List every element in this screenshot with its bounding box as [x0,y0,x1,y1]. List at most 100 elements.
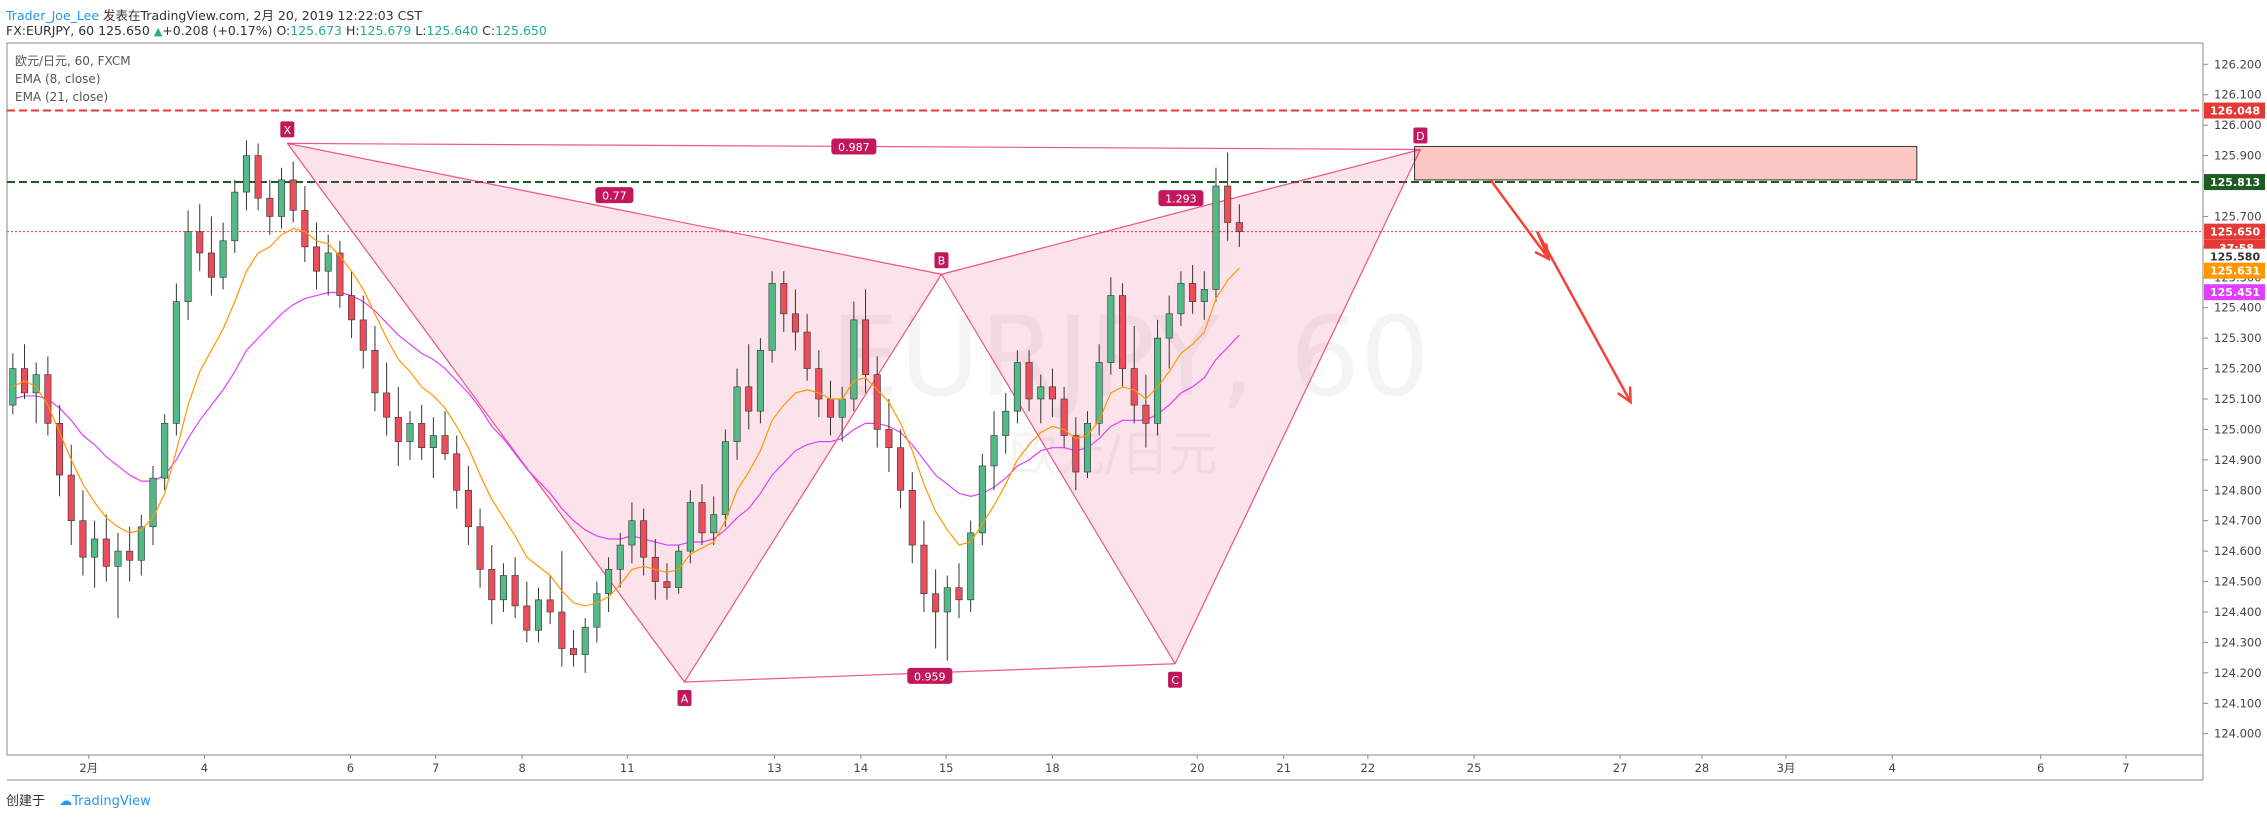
legend-ema21: EMA (21, close) [15,90,108,104]
up-triangle-icon: ▲ [153,25,163,38]
candle-body [990,435,998,467]
candle [324,234,332,296]
ema21-polyline [12,291,1240,546]
footer: 创建于 ☁TradingView [6,790,151,809]
candle [1002,392,1010,454]
price-tag [2204,248,2265,265]
candle-body [464,489,472,528]
candle [32,362,40,424]
price-tag [2204,223,2265,240]
candle-body [32,374,40,394]
arrow-head-2 [1617,386,1632,405]
candle-body [9,368,17,406]
candle-body [313,246,321,272]
candle [1154,319,1162,436]
candle [383,362,391,436]
candle [616,532,624,588]
pattern-ratio-label: 0.987 [838,141,870,154]
candle-body [756,350,764,412]
candle [137,514,145,576]
y-tick-label: 125.700 [2214,209,2262,223]
candle-body [277,179,286,217]
price-tag-label: 125.451 [2210,286,2260,299]
created-label: 创建于 [6,794,46,809]
y-tick-label: 125.200 [2214,362,2262,376]
pattern-point-marker [280,121,295,138]
candle-body [79,520,87,558]
candle [196,204,204,272]
candle-body [1200,289,1208,302]
candle [558,551,566,667]
candle [476,508,484,588]
candle-body [1165,313,1173,339]
candle [663,563,671,600]
pattern-leg-bc [940,273,1176,665]
x-tick-label: 27 [1613,761,1628,775]
candle [418,405,426,460]
watermark-name: 欧元/日元 [1009,426,1217,482]
price-axis[interactable]: 126.200126.100126.000125.900125.800125.7… [2203,57,2262,741]
candle [114,532,122,619]
candle [943,575,951,661]
pattern-leg-xb [287,142,942,275]
candle-body [1142,404,1150,424]
candle [172,283,180,436]
candle-body [803,331,811,369]
candle-body [593,593,601,628]
candle-body [207,252,215,278]
tradingview-brand[interactable]: TradingView [72,794,151,809]
candle [9,353,17,415]
candle-body [581,626,589,655]
candle [149,465,157,546]
candle [441,411,449,460]
pattern-point-label: X [284,124,292,137]
candle-body [698,502,706,534]
pattern-point-label: B [938,255,946,268]
candle [429,417,437,479]
candle-body [710,514,718,534]
close-label: C: [482,23,496,38]
candle [242,140,250,211]
candle [161,414,169,491]
y-tick-label: 125.100 [2214,392,2262,406]
pattern-ratio-label: 0.77 [602,190,627,203]
candle [605,557,613,612]
candle [1025,350,1033,412]
candle [277,167,286,229]
publish-info: Trader_Joe_Lee 发表在TradingView.com, 2月 20… [6,5,422,24]
candle-body [406,423,414,442]
candle-body [616,544,624,570]
legend-ema8: EMA (8, close) [15,72,101,86]
candle [79,490,87,576]
candle [593,581,601,643]
pattern-point-marker [934,252,949,269]
candle-body [1189,283,1197,302]
level-tag [2204,102,2265,119]
candle-body [885,429,893,448]
legend-symbol: 欧元/日元, 60, FXCM [15,54,131,68]
close-value: 125.650 [495,23,547,38]
candle [289,161,297,223]
watermark-symbol: EURJPY, 60 [830,293,1430,421]
candle [721,429,729,527]
candle-body [932,593,940,613]
candle-body [628,520,636,546]
candle-body [488,569,496,601]
x-tick-label: 18 [1045,761,1060,775]
x-tick-label: 8 [518,761,525,775]
candle-body [196,231,204,254]
candle [464,465,472,546]
x-tick-label: 2月 [79,761,98,775]
candle-body [873,374,881,430]
time-axis[interactable]: 2月 4 6 7 8 11 13 14 15 18 20 21 22 25 27 28 3月 4 6 7 [79,755,2130,775]
candle [453,435,461,509]
price-tag-label: 125.631 [2210,265,2260,278]
author-link[interactable]: Trader_Joe_Lee [6,8,100,23]
candle-body [418,423,426,448]
candle [371,325,379,412]
x-tick-label: 25 [1467,761,1482,775]
candle [1060,386,1068,448]
x-tick-label: 3月 [1777,761,1796,775]
candle-body [523,605,531,631]
